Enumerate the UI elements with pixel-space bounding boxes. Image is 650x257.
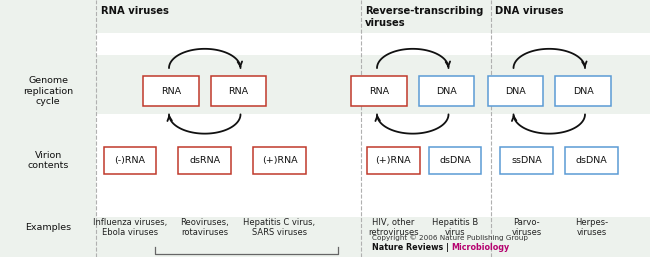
Text: Reverse-transcribing
viruses: Reverse-transcribing viruses (365, 6, 484, 28)
Text: Reoviruses,
rotaviruses: Reoviruses, rotaviruses (181, 218, 229, 237)
Text: Genome
replication
cycle: Genome replication cycle (23, 76, 73, 106)
FancyBboxPatch shape (500, 148, 553, 174)
Text: (+)RNA: (+)RNA (262, 156, 297, 165)
Text: Herpes-
viruses: Herpes- viruses (575, 218, 608, 237)
Text: dsDNA: dsDNA (439, 156, 471, 165)
Bar (0, 0, 650, 33)
Text: Nature Reviews |: Nature Reviews | (372, 243, 451, 252)
FancyBboxPatch shape (367, 148, 420, 174)
FancyBboxPatch shape (565, 148, 618, 174)
FancyBboxPatch shape (488, 77, 543, 106)
Text: Influenza viruses,
Ebola viruses: Influenza viruses, Ebola viruses (93, 218, 167, 237)
Text: DNA: DNA (436, 87, 457, 96)
Bar (0, 217, 650, 257)
Text: dsRNA: dsRNA (189, 156, 220, 165)
Text: Copyright © 2006 Nature Publishing Group: Copyright © 2006 Nature Publishing Group (372, 234, 528, 241)
Text: RNA: RNA (229, 87, 248, 96)
Text: ssDNA: ssDNA (511, 156, 542, 165)
FancyBboxPatch shape (211, 77, 266, 106)
Bar (0, 114, 650, 217)
FancyBboxPatch shape (428, 148, 482, 174)
Text: (+)RNA: (+)RNA (376, 156, 411, 165)
FancyBboxPatch shape (178, 148, 231, 174)
FancyBboxPatch shape (351, 77, 407, 106)
Text: RNA viruses: RNA viruses (101, 6, 168, 16)
FancyBboxPatch shape (143, 77, 199, 106)
Bar (0, 0, 96, 257)
Text: Hepatitis C virus,
SARS viruses: Hepatitis C virus, SARS viruses (244, 218, 315, 237)
Text: (-)RNA: (-)RNA (114, 156, 146, 165)
FancyBboxPatch shape (556, 77, 610, 106)
Text: DNA: DNA (573, 87, 593, 96)
Text: RNA: RNA (161, 87, 181, 96)
Text: Microbiology: Microbiology (451, 243, 510, 252)
Text: Virion
contents: Virion contents (27, 151, 69, 170)
FancyBboxPatch shape (103, 148, 157, 174)
Text: DNA: DNA (505, 87, 526, 96)
Text: HIV, other
retroviruses: HIV, other retroviruses (368, 218, 419, 237)
FancyBboxPatch shape (253, 148, 306, 174)
Text: Parvo-
viruses: Parvo- viruses (512, 218, 541, 237)
Text: Examples: Examples (25, 223, 71, 232)
Bar (0, 55, 650, 114)
Text: Hepatitis B
virus: Hepatitis B virus (432, 218, 478, 237)
Text: dsDNA: dsDNA (576, 156, 607, 165)
FancyBboxPatch shape (419, 77, 474, 106)
Bar (0, 0, 650, 55)
Text: DNA viruses: DNA viruses (495, 6, 564, 16)
Text: RNA: RNA (369, 87, 389, 96)
